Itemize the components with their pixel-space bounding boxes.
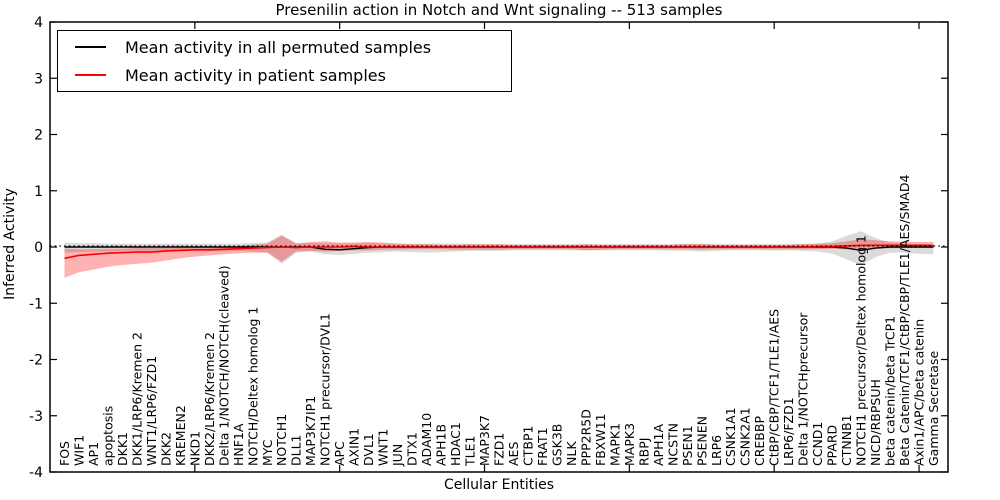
x-tick-label: PSENEN (694, 416, 709, 466)
x-tick-label: ADAM10 (419, 413, 434, 466)
y-tick-label: -1 (29, 296, 43, 312)
x-tick-label: Delta 1/NOTCH/NOTCH(cleaved) (216, 265, 231, 466)
x-tick-label: PPARD (825, 425, 840, 466)
x-tick-label: CSNK1A1 (723, 407, 738, 466)
x-tick-label: LRP6 (709, 435, 724, 466)
x-tick-label: CTNNB1 (839, 414, 854, 466)
y-tick-label: 1 (34, 184, 43, 200)
x-tick-label: APH1B (434, 424, 449, 466)
x-tick-label: GSK3B (549, 424, 564, 466)
x-tick-label: FZD1 (492, 433, 507, 466)
x-tick-label: WNT1/LRP6/FZD1 (144, 356, 159, 466)
x-tick-label: DKK1/LRP6/Kremen 2 (129, 332, 144, 466)
x-tick-label: Beta Catenin/TCF1/CtBP/CBP/TLE1/AES/SMAD… (897, 175, 912, 466)
x-axis-label: Cellular Entities (443, 477, 555, 493)
x-tick-label: DKK1 (115, 432, 130, 466)
y-tick-label: 4 (34, 15, 43, 31)
y-tick-label: -3 (29, 409, 43, 425)
x-tick-label: DKK2 (158, 432, 173, 466)
legend-line-permuted-sample (75, 46, 106, 48)
x-tick-label: DKK2/LRP6/Kremen 2 (202, 332, 217, 466)
y-tick-label: -2 (29, 353, 43, 369)
x-tick-label: MAP3K7IP1 (303, 396, 318, 466)
x-tick-label: WIF1 (72, 435, 87, 466)
x-tick-label: PPP2R5D (578, 409, 593, 466)
x-tick-label: NOTCH1 precursor/Deltex homolog 1 (854, 235, 869, 466)
x-tick-label: NOTCH1 precursor/DVL1 (318, 313, 333, 466)
x-tick-label: CREBBP (752, 416, 767, 466)
x-tick-label: apoptosis (100, 406, 115, 466)
x-tick-label: FBXW11 (593, 413, 608, 466)
x-tick-label: NICD/RBPSUH (868, 379, 883, 466)
x-tick-label: JUN (390, 444, 405, 467)
x-tick-label: APC (332, 441, 347, 466)
y-tick-label: 3 (34, 71, 43, 87)
y-axis-label: Inferred Activity (2, 188, 18, 300)
x-tick-label: AXIN1 (347, 428, 362, 466)
x-tick-label: WNT1 (376, 429, 391, 466)
x-tick-label: CSNK2A1 (738, 407, 753, 466)
legend-item-permuted: Mean activity in all permuted samples (58, 34, 511, 60)
chart-title: Presenilin action in Notch and Wnt signa… (275, 1, 723, 19)
x-tick-label: APH1A (651, 424, 666, 466)
x-tick-label: LRP6/FZD1 (781, 397, 796, 466)
x-tick-label: DLL1 (289, 434, 304, 466)
legend-label-patient: Mean activity in patient samples (125, 65, 386, 85)
x-tick-label: MAP3K7 (477, 415, 492, 466)
x-tick-label: Delta 1/NOTCHprecursor (796, 312, 811, 466)
x-tick-label: FOS (57, 441, 72, 466)
x-tick-label: beta catenin/beta TrCP1 (883, 316, 898, 466)
x-tick-label: CtBP/CBP/TCF1/TLE1/AES (767, 309, 782, 466)
x-tick-label: PSEN1 (680, 425, 695, 466)
legend-item-patient: Mean activity in patient samples (58, 62, 511, 88)
y-tick-label: 0 (34, 240, 43, 256)
x-tick-label: CCND1 (810, 422, 825, 466)
legend-label-permuted: Mean activity in all permuted samples (125, 37, 432, 57)
x-tick-label: MAPK1 (607, 423, 622, 466)
x-tick-label: DTX1 (405, 432, 420, 466)
band-permuted (64, 231, 934, 265)
x-tick-label: NCSTN (665, 423, 680, 466)
x-tick-label: NLK (564, 441, 579, 466)
x-tick-label: KREMEN2 (173, 405, 188, 466)
y-tick-label: -4 (29, 465, 43, 481)
x-tick-label: Gamma Secretase (926, 351, 941, 466)
x-tick-label: HDAC1 (448, 422, 463, 466)
x-tick-label: RBPJ (636, 438, 651, 467)
x-tick-label: AES (506, 442, 521, 466)
x-tick-label: MYC (260, 439, 275, 466)
x-tick-label: TLE1 (463, 436, 478, 467)
x-tick-label: HNF1A (231, 423, 246, 466)
x-tick-label: CTBP1 (521, 426, 536, 466)
legend: Mean activity in all permuted samples Me… (57, 30, 512, 92)
x-tick-label: AP1 (86, 442, 101, 466)
legend-line-patient-sample (75, 74, 106, 76)
x-tick-label: MAPK3 (622, 423, 637, 466)
x-tick-label: DVL1 (361, 433, 376, 466)
x-tick-label: NOTCH1 (274, 414, 289, 466)
band-patient (64, 235, 934, 278)
x-tick-label: NOTCH/Deltex homolog 1 (245, 307, 260, 466)
x-tick-label: Axin1/APC/beta catenin (912, 319, 927, 466)
x-tick-label: NKD1 (187, 431, 202, 466)
line-patient-mean (64, 244, 934, 260)
x-tick-label: FRAT1 (535, 427, 550, 466)
y-tick-label: 2 (34, 128, 43, 144)
